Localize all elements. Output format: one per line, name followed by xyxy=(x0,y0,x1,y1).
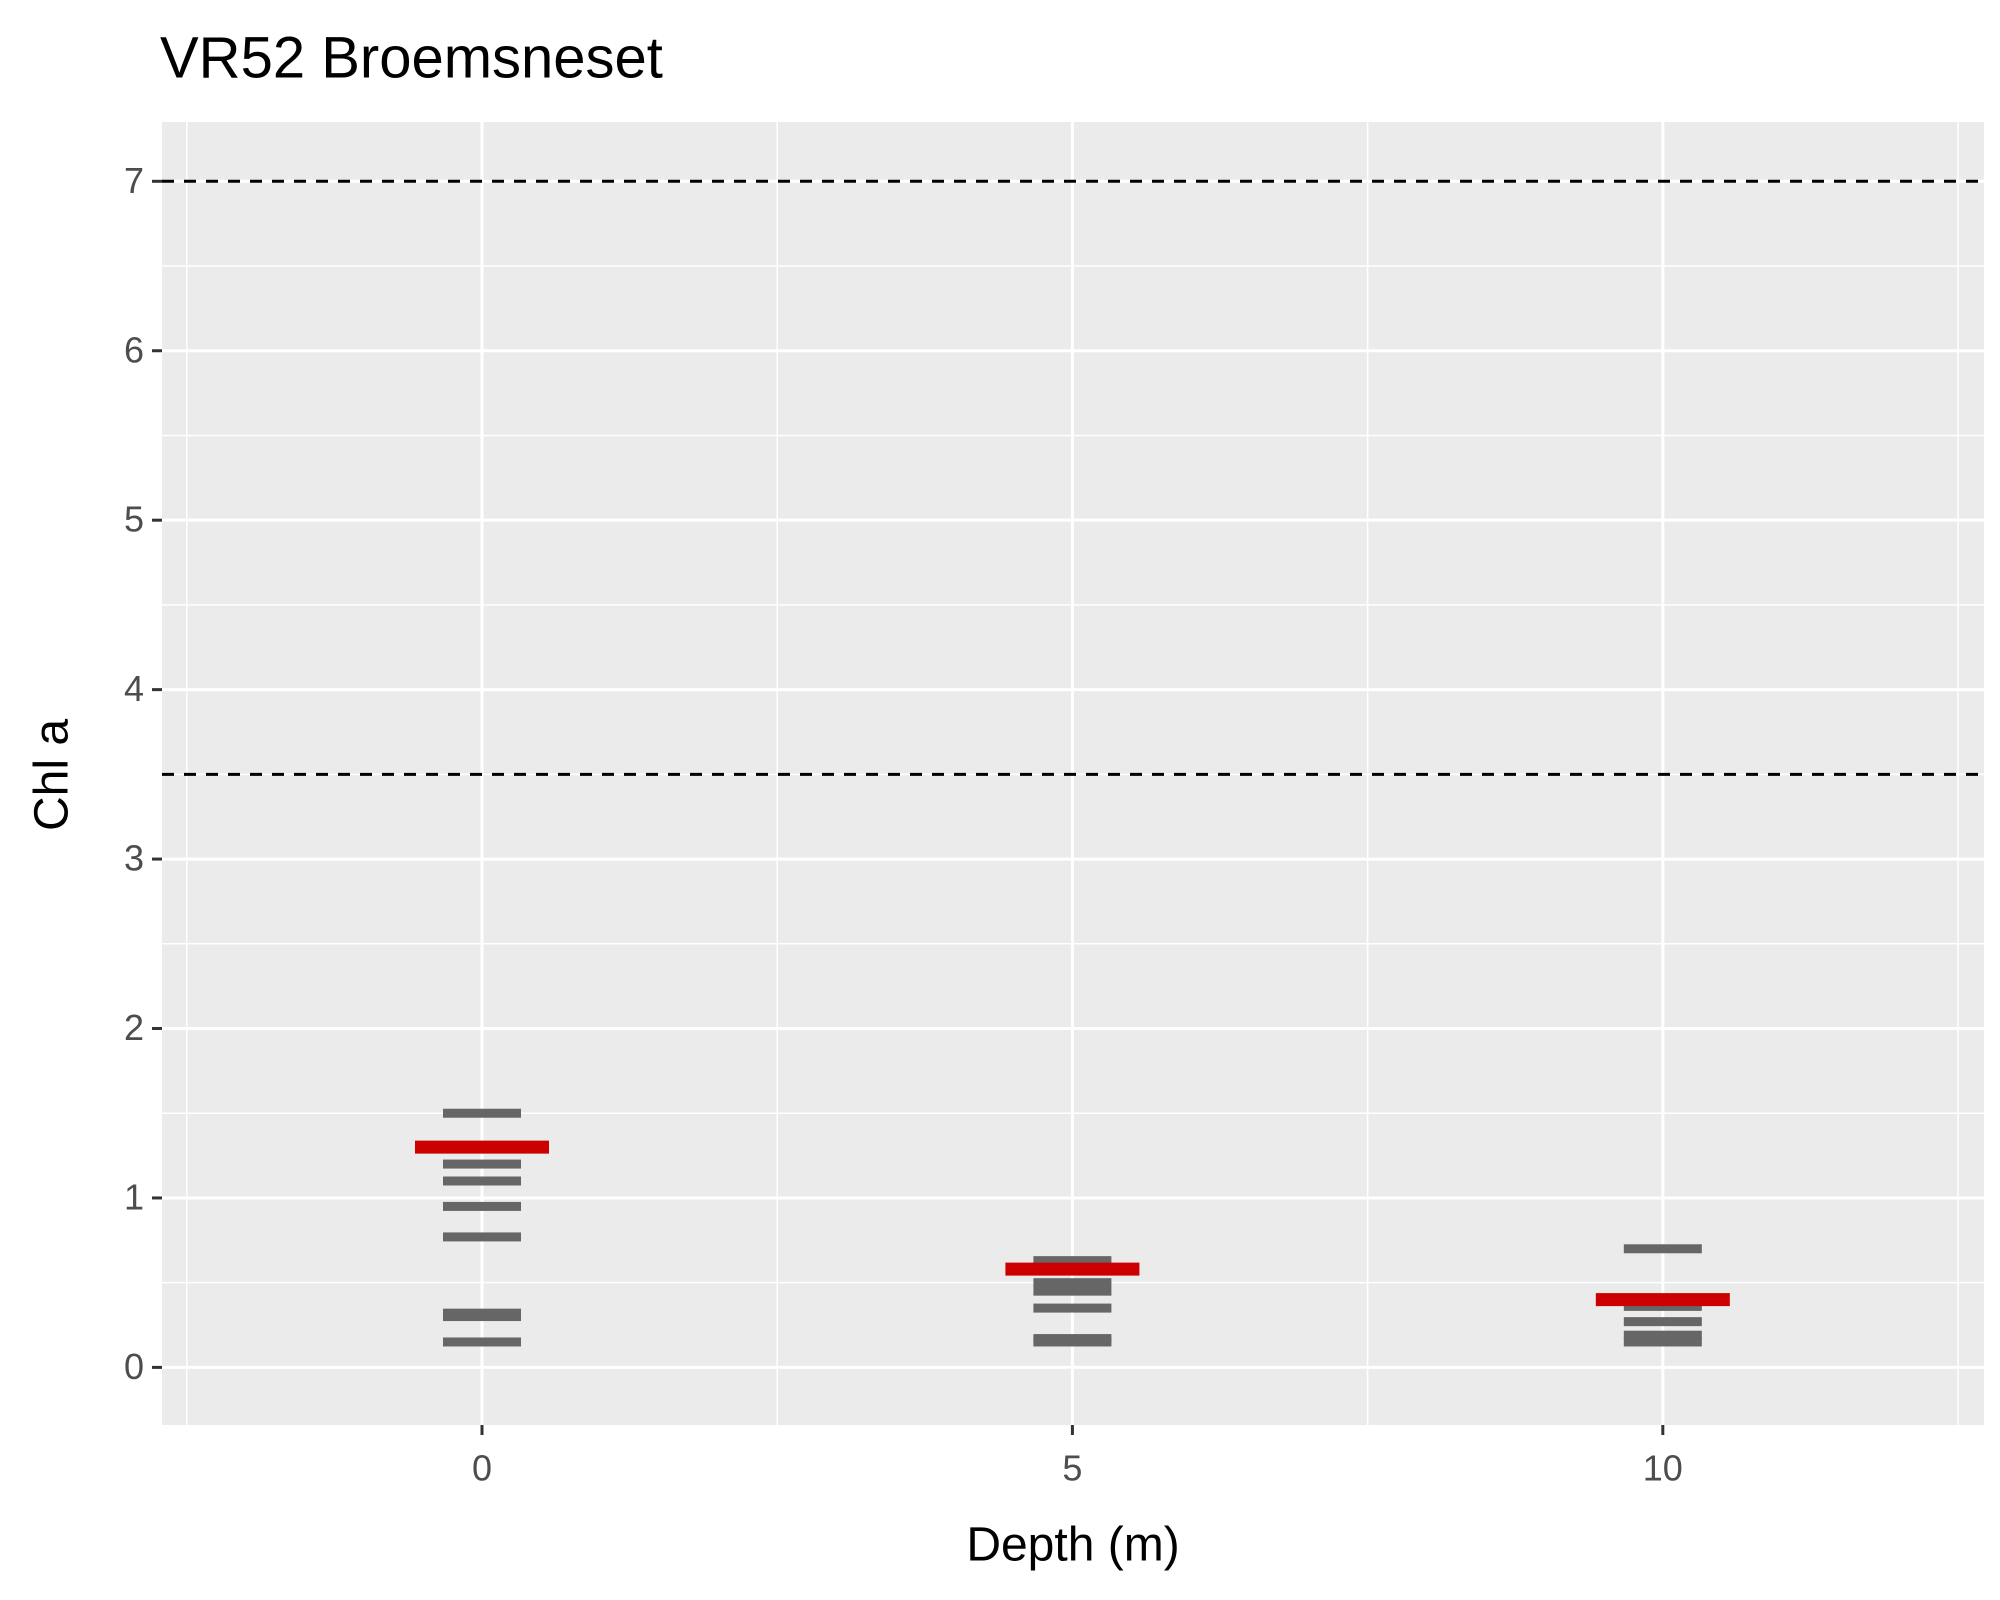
y-tick-label: 2 xyxy=(124,1007,144,1048)
x-axis-title: Depth (m) xyxy=(966,1519,1179,1572)
point xyxy=(1033,1278,1112,1288)
point xyxy=(1033,1286,1112,1296)
x-tick-label: 10 xyxy=(1643,1448,1683,1489)
point xyxy=(1623,1317,1702,1327)
y-tick-label: 3 xyxy=(124,838,144,879)
x-tick-label: 5 xyxy=(1062,1448,1082,1489)
point xyxy=(1623,1244,1702,1254)
point xyxy=(443,1337,522,1347)
point xyxy=(443,1312,522,1322)
point xyxy=(1623,1301,1702,1311)
y-axis-title: Chl a xyxy=(26,719,79,831)
point xyxy=(443,1232,522,1242)
point xyxy=(1595,1293,1730,1307)
point xyxy=(443,1159,522,1169)
x-tick-label: 0 xyxy=(472,1448,492,1489)
y-tick-label: 7 xyxy=(124,160,144,201)
y-tick-label: 0 xyxy=(124,1346,144,1387)
point xyxy=(1623,1330,1702,1340)
point xyxy=(415,1140,550,1154)
point xyxy=(1005,1262,1140,1276)
y-tick-label: 4 xyxy=(124,668,144,709)
point xyxy=(1623,1337,1702,1347)
y-tick-label: 6 xyxy=(124,329,144,370)
y-tick-label: 5 xyxy=(124,499,144,540)
point xyxy=(443,1176,522,1186)
point xyxy=(1033,1303,1112,1313)
point xyxy=(443,1201,522,1211)
point xyxy=(443,1108,522,1118)
point xyxy=(1033,1256,1112,1266)
point xyxy=(1033,1337,1112,1347)
chart-title: VR52 Broemsneset xyxy=(160,25,663,90)
y-tick-label: 1 xyxy=(124,1176,144,1217)
